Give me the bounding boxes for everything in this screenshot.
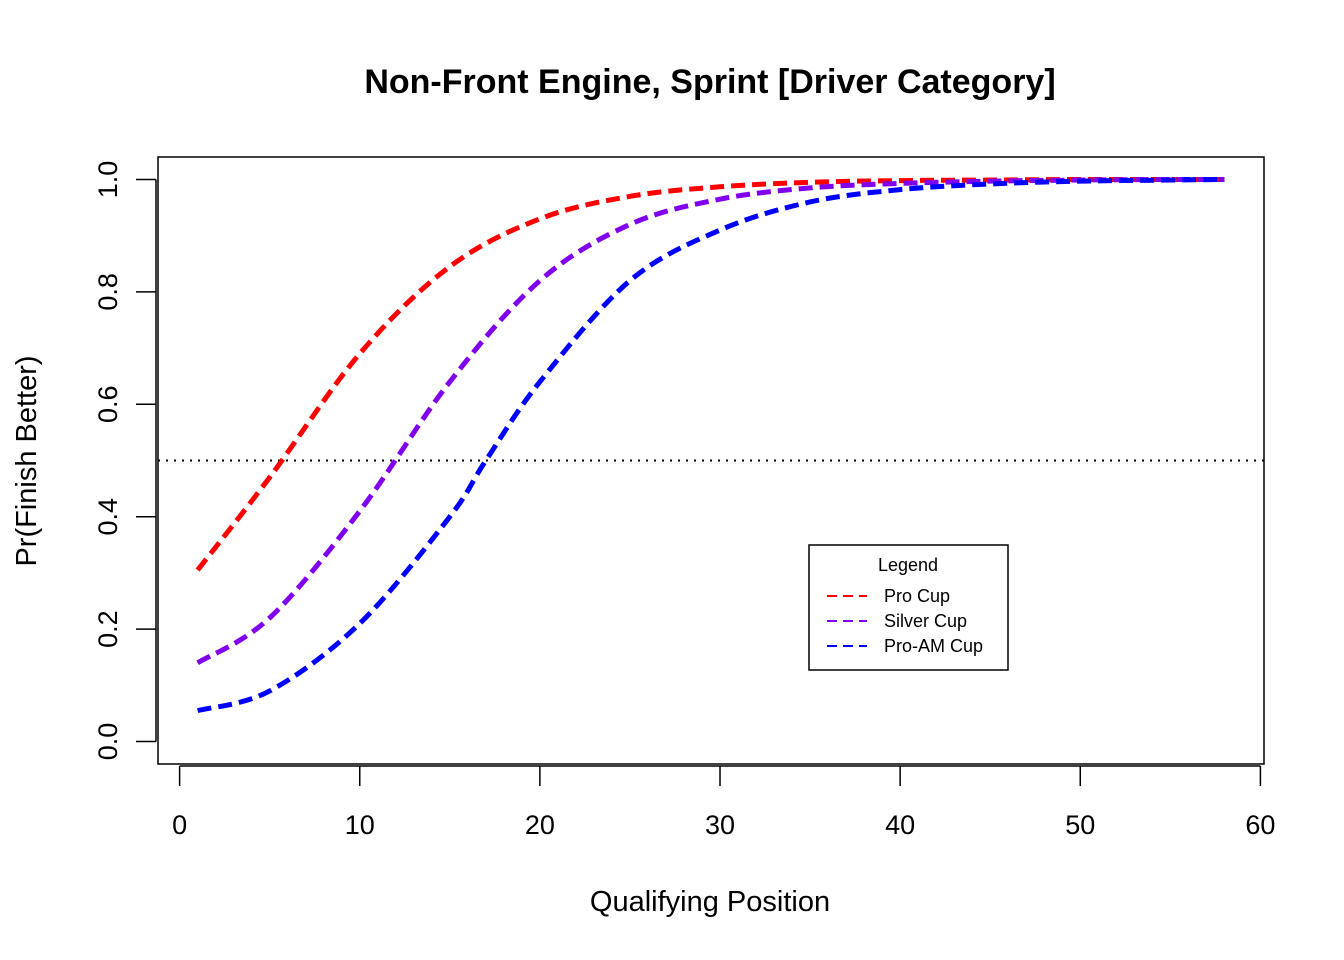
series-line-pro-am-cup [196, 176, 1225, 714]
y-tick-label: 0.8 [93, 273, 123, 311]
legend-items: Pro Cup Silver Cup Pro-AM Cup [827, 586, 983, 656]
x-tick-label: 40 [885, 810, 915, 840]
series-layer [195, 176, 1225, 714]
x-tick-label: 30 [705, 810, 735, 840]
y-tick-label: 0.6 [93, 386, 123, 424]
x-tick-label: 0 [172, 810, 187, 840]
legend-label-pro-am-cup: Pro-AM Cup [884, 636, 983, 656]
y-tick-label: 0.4 [93, 498, 123, 536]
x-axis-label: Qualifying Position [590, 886, 830, 918]
series-line-silver-cup [196, 176, 1225, 665]
y-tick-label: 1.0 [93, 161, 123, 199]
x-tick-label: 50 [1065, 810, 1095, 840]
chart-title: Non-Front Engine, Sprint [Driver Categor… [364, 63, 1055, 101]
series-line-pro-cup [195, 176, 1225, 572]
legend-label-silver-cup: Silver Cup [884, 611, 967, 631]
y-axis: 0.0 0.2 0.4 0.6 0.8 1.0 [93, 161, 157, 761]
x-tick-label: 60 [1245, 810, 1275, 840]
x-axis: 0 10 20 30 40 50 60 [172, 765, 1275, 840]
x-tick-label: 20 [525, 810, 555, 840]
legend-title: Legend [878, 555, 938, 575]
legend: Legend Pro Cup Silver Cup Pro-AM Cup [808, 544, 1009, 671]
legend-box [808, 544, 1009, 671]
y-axis-label: Pr(Finish Better) [11, 355, 43, 566]
y-tick-label: 0.2 [93, 610, 123, 648]
y-tick-label: 0.0 [93, 723, 123, 761]
legend-label-pro-cup: Pro Cup [884, 586, 950, 606]
x-tick-label: 10 [345, 810, 375, 840]
